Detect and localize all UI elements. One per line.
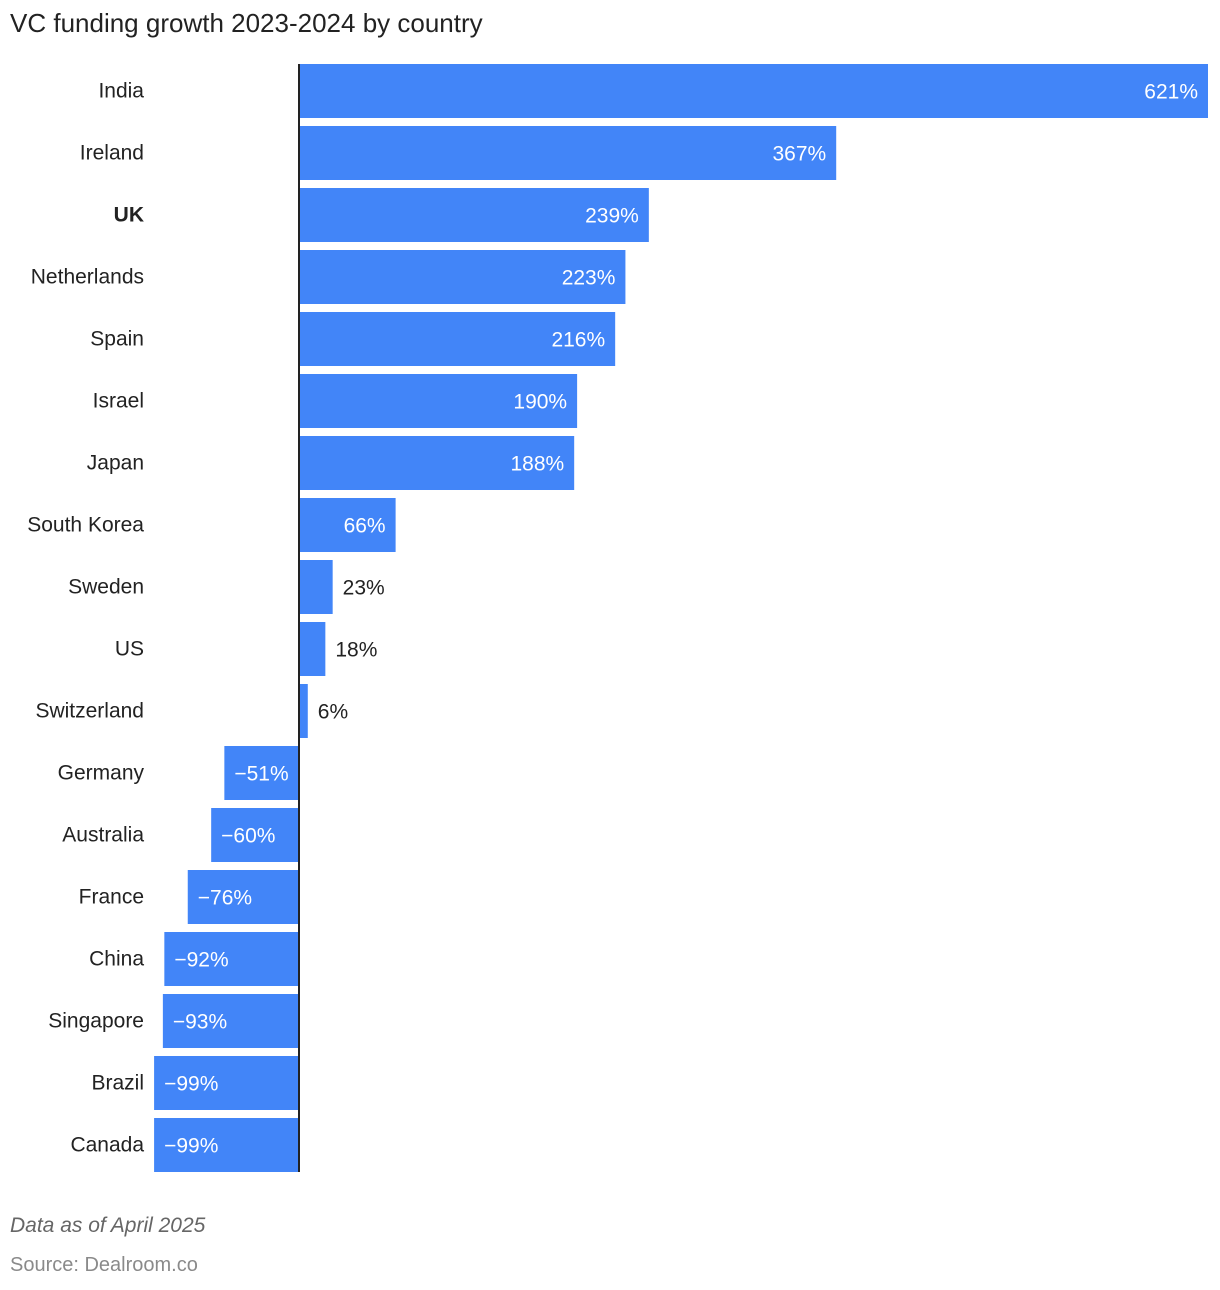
category-label-germany: Germany xyxy=(58,762,145,785)
data-label-germany: −51% xyxy=(234,763,288,786)
data-label-israel: 190% xyxy=(513,391,567,414)
data-label-south-korea: 66% xyxy=(344,515,386,538)
bar-sweden xyxy=(299,560,333,614)
bar-japan xyxy=(299,436,575,490)
category-label-switzerland: Switzerland xyxy=(35,700,144,723)
bar-china xyxy=(164,932,299,986)
data-label-ireland: 367% xyxy=(772,143,826,166)
data-label-india: 621% xyxy=(1144,81,1198,104)
bar-brazil xyxy=(154,1056,299,1110)
data-label-switzerland: 6% xyxy=(318,701,348,724)
data-label-us: 18% xyxy=(335,639,377,662)
category-label-australia: Australia xyxy=(62,824,144,847)
bar-france xyxy=(187,870,299,924)
data-label-australia: −60% xyxy=(221,825,275,848)
category-label-singapore: Singapore xyxy=(48,1010,144,1033)
category-label-us: US xyxy=(115,638,144,661)
data-labels: 621% 367% 239% 223% 216% 190% 188% 66% 23% 18% 6% −… xyxy=(164,81,1198,1158)
bar-germany xyxy=(224,746,299,800)
data-label-spain: 216% xyxy=(551,329,605,352)
bar-us xyxy=(299,622,326,676)
footnote: Data as of April 2025 xyxy=(10,1214,206,1237)
category-label-france: France xyxy=(79,886,144,909)
category-label-ireland: Ireland xyxy=(80,142,144,165)
data-label-brazil: −99% xyxy=(164,1073,218,1096)
data-label-singapore: −93% xyxy=(173,1011,227,1034)
data-label-japan: 188% xyxy=(510,453,564,476)
category-label-india: India xyxy=(98,80,144,103)
data-label-canada: −99% xyxy=(164,1135,218,1158)
source-credit: Source: Dealroom.co xyxy=(10,1254,198,1276)
bar-chart: India Ireland UK Netherlands Spain Israel Japa… xyxy=(27,64,1208,1172)
data-label-netherlands: 223% xyxy=(562,267,616,290)
bar-switzerland xyxy=(299,684,308,738)
data-label-uk: 239% xyxy=(585,205,639,228)
bar-ireland xyxy=(299,126,837,180)
bar-spain xyxy=(299,312,616,366)
category-label-brazil: Brazil xyxy=(91,1072,144,1095)
bar-netherlands xyxy=(299,250,626,304)
category-label-uk: UK xyxy=(114,204,144,227)
bar-south-korea xyxy=(299,498,396,552)
data-label-france: −76% xyxy=(198,887,252,910)
data-label-china: −92% xyxy=(174,949,228,972)
bar-uk xyxy=(299,188,649,242)
category-label-netherlands: Netherlands xyxy=(31,266,144,289)
category-label-south-korea: South Korea xyxy=(27,514,144,537)
category-label-china: China xyxy=(89,948,144,971)
category-label-canada: Canada xyxy=(70,1134,144,1157)
bar-singapore xyxy=(162,994,299,1048)
bar-india xyxy=(299,64,1208,118)
category-label-sweden: Sweden xyxy=(68,576,144,599)
category-label-japan: Japan xyxy=(87,452,144,475)
category-labels: India Ireland UK Netherlands Spain Israel Japa… xyxy=(27,80,144,1157)
category-label-spain: Spain xyxy=(90,328,144,351)
category-label-israel: Israel xyxy=(93,390,144,413)
bar-australia xyxy=(211,808,299,862)
chart-title: VC funding growth 2023-2024 by country xyxy=(10,8,483,38)
data-label-sweden: 23% xyxy=(343,577,385,600)
bars xyxy=(154,64,1208,1172)
bar-israel xyxy=(299,374,578,428)
bar-canada xyxy=(154,1118,299,1172)
